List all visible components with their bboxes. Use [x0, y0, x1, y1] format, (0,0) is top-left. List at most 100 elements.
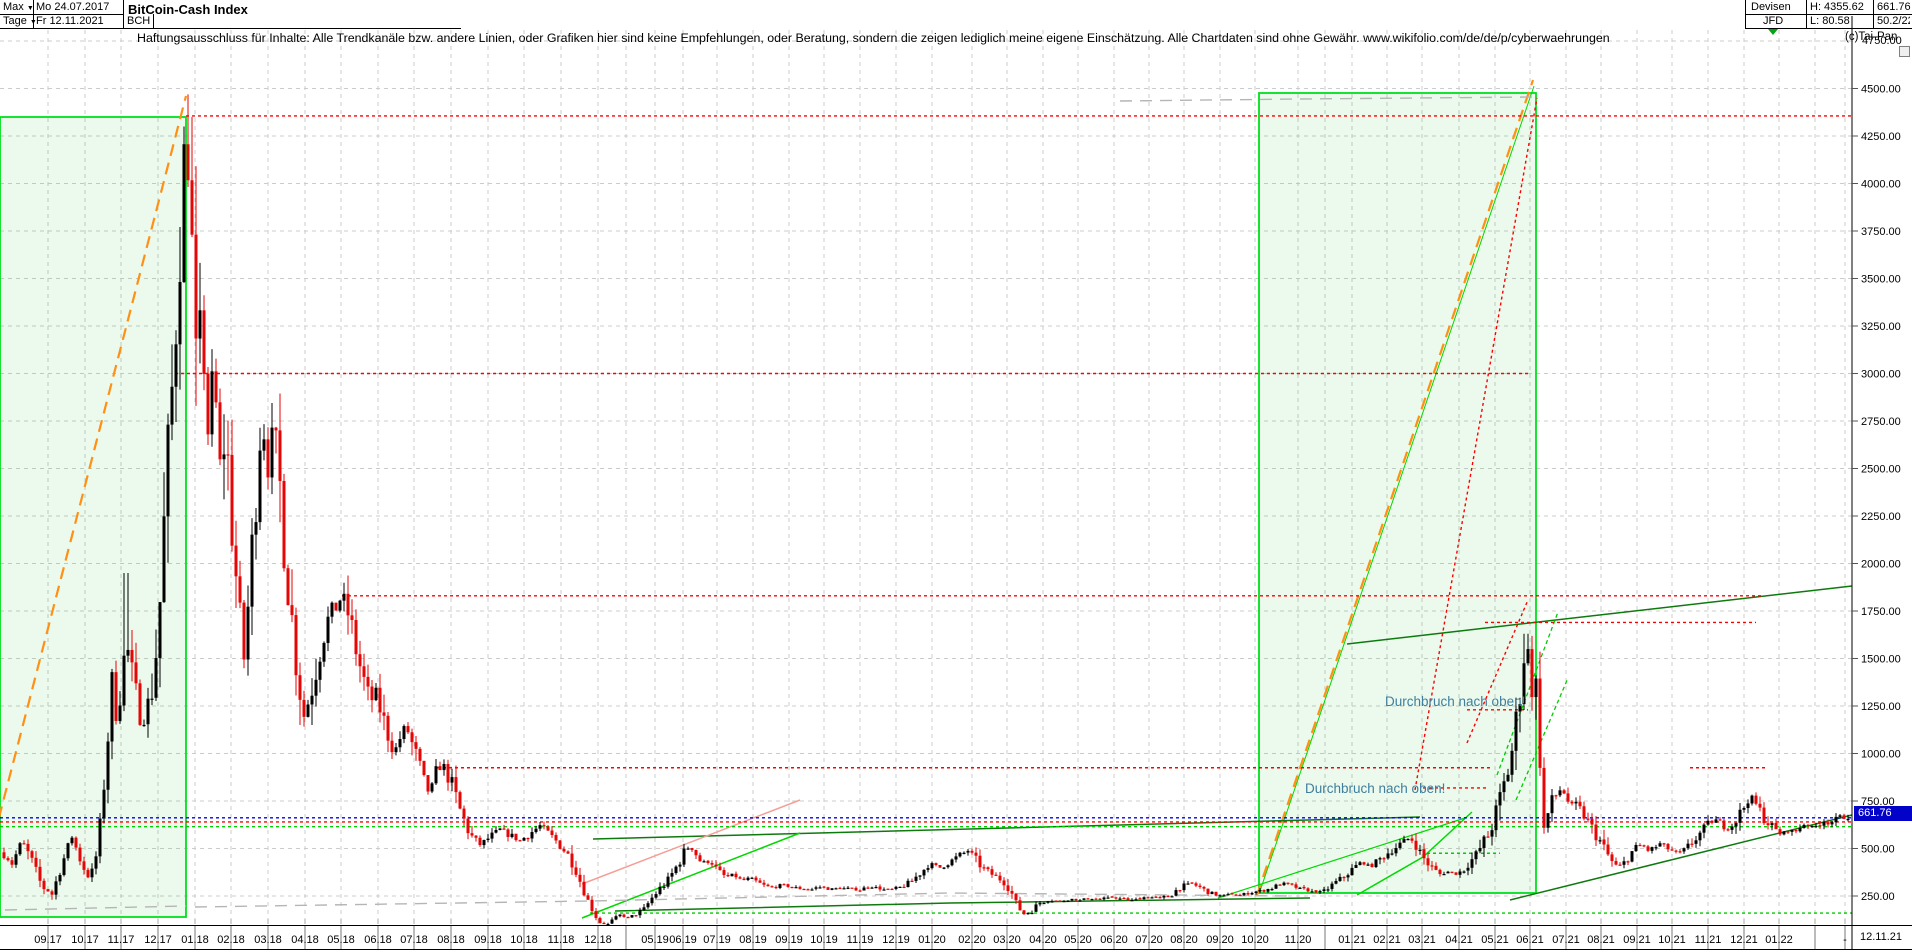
- y-axis-label: 1250.00: [1861, 701, 1901, 713]
- x-axis-label: 12.21: [1730, 934, 1758, 946]
- chevron-down-icon: ▼: [26, 5, 34, 12]
- x-axis-label: 02.18: [217, 934, 245, 946]
- x-axis-label: 11.17: [108, 934, 135, 946]
- header-divider: [123, 0, 124, 28]
- x-axis-label: 11.20: [1285, 934, 1312, 946]
- y-axis-label: 3250.00: [1861, 321, 1901, 333]
- x-axis-label: 06.21: [1516, 934, 1544, 946]
- y-axis-label: 2000.00: [1861, 559, 1901, 571]
- x-axis-label: 12.17: [144, 934, 172, 946]
- x-axis-label: 05.19: [641, 934, 669, 946]
- broker-label: JFD: [1763, 15, 1784, 27]
- date-to-label: Fr 12.11.2021: [36, 15, 104, 27]
- x-axis-label: 09.20: [1206, 934, 1234, 946]
- copyright-watermark: (c)Tai-Pan: [1845, 31, 1898, 43]
- period-low-label: L: 80.58: [1810, 15, 1850, 27]
- y-axis-label: 500.00: [1861, 844, 1895, 856]
- header-divider: [1745, 14, 1912, 15]
- y-axis-label: 3500.00: [1861, 274, 1901, 286]
- breakout-annotation-1: Durchbruch nach oben!: [1385, 694, 1526, 709]
- x-axis-label: 08.21: [1587, 934, 1615, 946]
- x-axis-label: 04.20: [1029, 934, 1057, 946]
- x-axis-label: 05.20: [1064, 934, 1092, 946]
- trend-box-2017: [0, 116, 187, 918]
- x-axis-label: 11.19: [847, 934, 874, 946]
- disclaimer-text: Haftungsausschluss für Inhalte: Alle Tre…: [137, 31, 1610, 45]
- last-price-label: 661.76: [1877, 1, 1911, 13]
- y-axis-label: 1750.00: [1861, 606, 1901, 618]
- axes: 4500.00 4250.00 4000.00 3750.00 3500.00 3250.…: [0, 16, 1912, 950]
- change-label: 50.2/221.0: [1877, 15, 1910, 27]
- x-axis-label: 01.21: [1338, 934, 1366, 946]
- x-axis-label: 03.18: [254, 934, 282, 946]
- x-axis-label: 06.19: [669, 934, 697, 946]
- symbol-label: BCH: [127, 15, 151, 27]
- x-axis-label: 01.18: [181, 934, 209, 946]
- x-axis-label: 07.21: [1552, 934, 1580, 946]
- header-divider: [153, 14, 154, 28]
- x-axis-label: 10.18: [510, 934, 538, 946]
- trend-boxes: [0, 92, 1537, 918]
- x-axis-label: 09.18: [474, 934, 502, 946]
- x-axis-label: 10.20: [1241, 934, 1269, 946]
- x-axis-label: 08.18: [437, 934, 465, 946]
- x-axis-label: 10.19: [810, 934, 838, 946]
- x-axis-label: 03.20: [993, 934, 1021, 946]
- current-price-badge: 661.76: [1854, 806, 1912, 821]
- y-axis-label: 250.00: [1861, 891, 1895, 903]
- trend-box-2021: [1258, 92, 1537, 894]
- y-axis-label: 2250.00: [1861, 511, 1901, 523]
- collapse-axis-button[interactable]: [1899, 46, 1910, 57]
- x-axis-label: 12.18: [584, 934, 612, 946]
- x-axis-label: 07.19: [703, 934, 731, 946]
- x-axis-label: 09.17: [34, 934, 62, 946]
- x-axis-label: 08.19: [739, 934, 767, 946]
- x-axis-end-date: 12.11.21: [1860, 931, 1903, 943]
- gridlines: [0, 30, 1852, 925]
- x-axis-label: 01.20: [918, 934, 946, 946]
- x-axis-label: 07.18: [400, 934, 428, 946]
- y-axis-label-4750: 4750.00: [1862, 35, 1902, 47]
- x-axis-label: 10.17: [71, 934, 99, 946]
- x-axis-label: 07.20: [1135, 934, 1163, 946]
- y-axis-label: 3000.00: [1861, 369, 1901, 381]
- y-axis-label: 4000.00: [1861, 179, 1901, 191]
- header-divider: [0, 28, 461, 29]
- period-high-label: H: 4355.62: [1810, 1, 1864, 13]
- scale-dropdown[interactable]: Tage ▼: [3, 15, 37, 27]
- y-axis-label: 4500.00: [1861, 84, 1901, 96]
- x-axis-label: 04.18: [291, 934, 319, 946]
- chart-title: BitCoin-Cash Index: [128, 2, 248, 17]
- range-dropdown[interactable]: Max ▼: [3, 1, 34, 13]
- x-axis-label: 01.22: [1765, 934, 1793, 946]
- y-axis-label: 3750.00: [1861, 226, 1901, 238]
- exchange-label: Devisen: [1751, 1, 1791, 13]
- y-axis-label: 4250.00: [1861, 131, 1901, 143]
- x-axis-label: 05.21: [1481, 934, 1509, 946]
- horizontal-levels: [0, 115, 1852, 914]
- breakout-annotation-2: Durchbruch nach oben!: [1305, 781, 1446, 796]
- y-axis-label: 2500.00: [1861, 464, 1901, 476]
- date-from-label: Mo 24.07.2017: [36, 1, 110, 13]
- x-axis-label: 05.18: [327, 934, 355, 946]
- x-axis-label: 11.18: [548, 934, 575, 946]
- x-axis-label: 02.21: [1373, 934, 1401, 946]
- candles: [2, 94, 1850, 926]
- x-axis-label: 09.19: [775, 934, 803, 946]
- trend-down-arrow-icon: [1768, 29, 1778, 35]
- x-axis-label: 11.21: [1695, 934, 1722, 946]
- x-axis-label: 09.21: [1623, 934, 1651, 946]
- x-axis-label: 10.21: [1658, 934, 1686, 946]
- trend-lines: [0, 79, 1853, 919]
- y-axis-label: 750.00: [1861, 796, 1895, 808]
- x-axis-label: 04.21: [1445, 934, 1473, 946]
- y-axis-label: 2750.00: [1861, 416, 1901, 428]
- y-axis-label: 1500.00: [1861, 654, 1901, 666]
- x-axis-label: 06.18: [364, 934, 392, 946]
- x-axis-label: 06.20: [1100, 934, 1128, 946]
- x-axis-label: 02.20: [958, 934, 986, 946]
- header-divider: [1745, 28, 1912, 29]
- x-axis-label: 12.19: [882, 934, 910, 946]
